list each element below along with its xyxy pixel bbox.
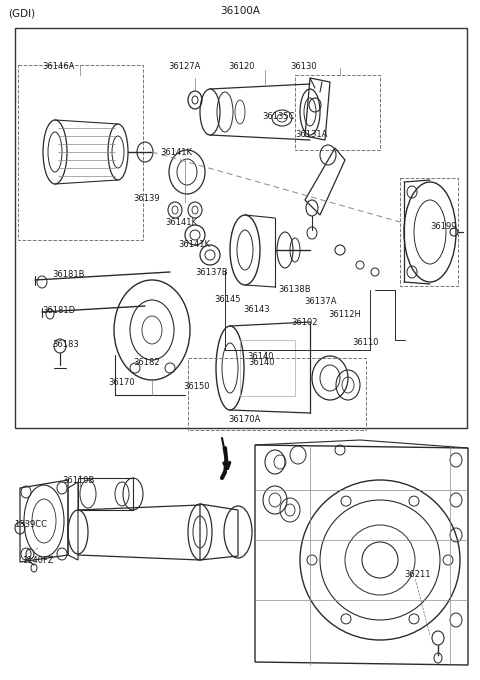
Text: 36145: 36145 (214, 295, 240, 304)
Text: 36141K: 36141K (160, 148, 192, 157)
Text: 36102: 36102 (291, 318, 317, 327)
Text: 36143: 36143 (243, 305, 270, 314)
Text: 36199: 36199 (430, 222, 456, 231)
Text: 36140: 36140 (248, 358, 275, 367)
Text: 36183: 36183 (52, 340, 79, 349)
Text: 1339CC: 1339CC (14, 520, 47, 529)
Text: 36182: 36182 (133, 358, 160, 367)
Text: 36131A: 36131A (295, 130, 327, 139)
Text: 36181D: 36181D (42, 306, 75, 315)
Text: 36170A: 36170A (228, 415, 260, 424)
Text: 36139: 36139 (133, 194, 160, 203)
Bar (188, 358, 366, 430)
Text: 36112H: 36112H (328, 310, 361, 319)
Text: 36137B: 36137B (195, 268, 228, 277)
Text: 36140: 36140 (247, 352, 274, 361)
Bar (240, 340, 295, 396)
Text: 36181B: 36181B (52, 270, 84, 279)
Bar (295, 75, 380, 150)
Bar (15, 28, 467, 428)
Text: 36150: 36150 (183, 382, 209, 391)
Text: 36110B: 36110B (62, 476, 95, 485)
Text: 36170: 36170 (108, 378, 134, 387)
Bar (78, 478, 133, 510)
Bar (400, 178, 458, 286)
Text: 36211: 36211 (404, 570, 431, 579)
Text: 36138B: 36138B (278, 285, 311, 294)
Text: 1140FZ: 1140FZ (22, 556, 54, 565)
Text: 36146A: 36146A (42, 62, 74, 71)
Text: 36120: 36120 (228, 62, 254, 71)
Text: 36130: 36130 (290, 62, 317, 71)
Text: 36141K: 36141K (165, 218, 197, 227)
Bar (18, 65, 143, 240)
Text: (GDI): (GDI) (8, 8, 35, 18)
Text: 36135C: 36135C (262, 112, 295, 121)
Text: 36137A: 36137A (304, 297, 336, 306)
Text: 36100A: 36100A (220, 6, 260, 16)
Text: 36141K: 36141K (178, 240, 210, 249)
Text: 36110: 36110 (352, 338, 379, 347)
FancyArrowPatch shape (224, 447, 229, 469)
Text: 36127A: 36127A (168, 62, 200, 71)
